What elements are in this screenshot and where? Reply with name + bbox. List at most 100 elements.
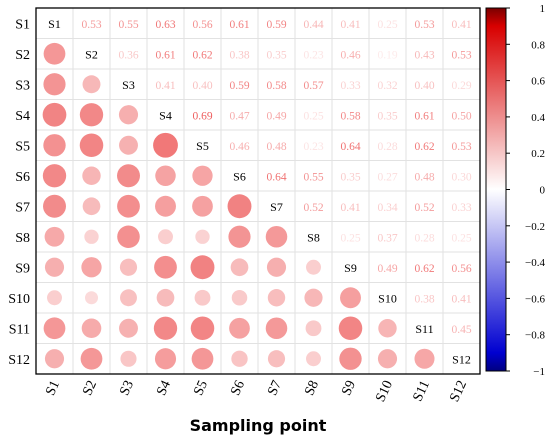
corr-value-s1-s10: 0.25 [377,19,397,31]
corr-value-s6-s9: 0.35 [340,171,360,183]
corr-circle-s10-s5 [194,289,211,306]
corr-circle-s11-s10 [378,319,397,338]
corr-circle-s12-s2 [80,347,103,370]
x-axis-label: Sampling point [190,416,327,435]
corr-value-s1-s4: 0.63 [155,19,175,31]
corr-circle-s9-s1 [44,257,65,277]
corr-value-s4-s6: 0.47 [229,110,249,122]
diagonal-label-s3: S3 [122,78,135,92]
colorbar-tick-label: 0.8 [531,39,545,51]
corr-circle-s5-s2 [79,133,104,158]
corr-value-s2-s10: 0.19 [377,49,397,61]
diagonal-label-s9: S9 [344,261,357,275]
corr-circle-s11-s1 [43,317,66,340]
tick-labels: S1S1S2S2S3S3S4S4S5S5S6S6S7S7S8S8S9S9S10S… [8,17,470,404]
corr-value-s4-s9: 0.58 [340,110,360,122]
diagonal-label-s10: S10 [378,291,397,305]
diagonal-label-s1: S1 [48,17,61,31]
x-tick-label-s12: S12 [447,378,470,404]
corr-value-s3-s7: 0.58 [266,80,286,92]
diagonal-label-s6: S6 [233,169,246,183]
corr-circle-s7-s3 [117,194,140,218]
colorbar-tick-label: 0.6 [531,76,545,88]
corr-circle-s3-s2 [82,75,101,94]
corr-value-s2-s3: 0.36 [118,49,138,61]
corr-circle-s9-s6 [230,258,249,277]
corr-value-s8-s12: 0.25 [451,232,471,244]
corr-value-s3-s6: 0.59 [229,80,249,92]
colorbar-tick-label: −0.6 [525,293,545,305]
corr-value-s7-s10: 0.34 [377,202,397,214]
x-tick-label-s4: S4 [154,378,174,398]
colorbar-tick-label: 0.2 [531,148,545,160]
corr-circle-s7-s1 [43,194,66,218]
x-tick-label-s3: S3 [117,378,137,398]
corr-circle-s4-s1 [42,102,67,127]
corr-value-s1-s6: 0.61 [229,19,249,31]
corr-value-s4-s11: 0.61 [414,110,434,122]
corr-value-s6-s11: 0.48 [414,171,434,183]
diagonal-label-s8: S8 [307,230,320,244]
y-tick-label-s1: S1 [15,17,30,32]
corr-circle-s12-s9 [339,347,362,370]
corr-circle-s12-s4 [154,348,177,370]
corr-value-s4-s8: 0.25 [303,110,323,122]
corr-circle-s8-s1 [44,226,65,247]
corr-circle-s9-s4 [154,255,177,279]
corr-value-s9-s12: 0.56 [451,263,471,275]
corr-value-s7-s12: 0.33 [451,202,471,214]
y-tick-label-s5: S5 [15,139,30,154]
corr-circle-s8-s7 [265,225,288,248]
corr-value-s7-s11: 0.52 [414,202,434,214]
corr-circle-s10-s4 [156,288,175,307]
plot-frame [35,7,481,375]
corr-circle-s9-s2 [81,257,102,278]
corr-circle-s4-s2 [79,103,104,127]
corr-circle-s12-s6 [231,350,248,367]
corr-circle-s9-s3 [119,258,138,276]
corr-value-s1-s2: 0.53 [81,19,101,31]
corr-value-s8-s9: 0.25 [340,232,360,244]
corr-circle-s5-s3 [119,135,138,155]
corr-circle-s9-s7 [266,257,287,277]
corr-value-s5-s10: 0.28 [377,141,397,153]
corr-circle-s6-s2 [82,166,101,185]
corr-circle-s10-s1 [47,290,62,306]
corr-value-s4-s10: 0.35 [377,110,397,122]
corr-value-s2-s8: 0.23 [303,49,323,61]
corr-value-s1-s11: 0.53 [414,19,434,31]
y-tick-label-s12: S12 [8,353,30,368]
corr-circle-s5-s4 [153,132,178,158]
corr-circle-s11-s4 [153,316,178,340]
corr-circle-s7-s2 [82,197,101,216]
colorbar-tick-label: −0.4 [525,257,545,269]
colorbar-tick-label: 0 [540,185,546,197]
corr-circle-s8-s2 [84,229,99,244]
diagonal-label-s12: S12 [452,352,471,366]
y-tick-label-s4: S4 [15,109,30,124]
y-tick-label-s6: S6 [15,170,30,185]
x-tick-label-s1: S1 [43,378,63,398]
corr-value-s3-s4: 0.41 [155,80,175,92]
corr-circle-s10-s8 [304,288,323,307]
grid-lines [36,8,480,374]
corr-value-s2-s4: 0.61 [155,49,175,61]
corr-circle-s2-s1 [43,42,66,65]
corr-value-s5-s8: 0.23 [303,141,323,153]
corr-value-s6-s10: 0.27 [377,171,397,183]
corr-circle-s12-s1 [44,349,65,369]
corr-circle-s12-s5 [191,347,214,370]
corr-circle-s7-s4 [155,195,176,217]
corr-circle-s11-s5 [190,316,215,341]
diagonal-label-s2: S2 [85,47,98,61]
corr-value-s2-s9: 0.46 [340,49,360,61]
corr-circle-s12-s7 [267,350,286,368]
corr-value-s10-s12: 0.41 [451,293,471,305]
corr-circle-s10-s9 [340,287,361,309]
x-tick-label-s9: S9 [339,378,359,398]
x-tick-label-s7: S7 [265,378,285,398]
corr-circle-s6-s5 [192,165,213,186]
corr-circle-s10-s6 [231,289,248,306]
corr-value-s2-s7: 0.35 [266,49,286,61]
corr-value-s4-s5: 0.69 [192,110,212,122]
